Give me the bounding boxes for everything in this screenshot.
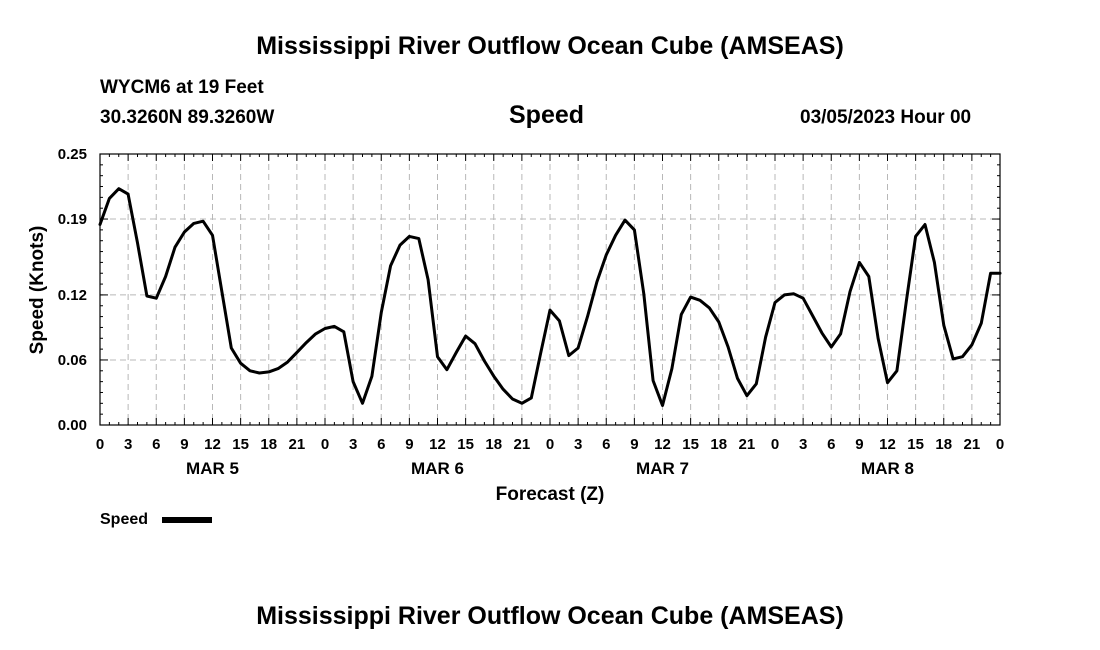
x-tick-label: 9 xyxy=(405,436,413,453)
y-axis-label: Speed (Knots) xyxy=(27,226,48,355)
x-tick-label: 6 xyxy=(602,436,610,453)
x-tick-label: 21 xyxy=(289,436,306,453)
series-layer xyxy=(98,187,1002,407)
x-tick-label: 15 xyxy=(682,436,699,453)
day-label: MAR 8 xyxy=(861,459,914,478)
y-tick-label: 0.06 xyxy=(58,352,87,369)
speed-series-line xyxy=(98,187,1002,407)
x-tick-label: 12 xyxy=(879,436,896,453)
x-tick-label: 15 xyxy=(907,436,924,453)
x-tick-label: 0 xyxy=(96,436,104,453)
chart-grid xyxy=(100,154,1000,425)
y-tick-label: 0.00 xyxy=(58,417,87,434)
day-label: MAR 7 xyxy=(636,459,689,478)
x-tick-label: 3 xyxy=(124,436,132,453)
x-tick-label: 12 xyxy=(204,436,221,453)
x-tick-label: 6 xyxy=(377,436,385,453)
x-tick-label: 3 xyxy=(574,436,582,453)
x-tick-label: 15 xyxy=(232,436,249,453)
x-tick-label: 18 xyxy=(935,436,952,453)
x-tick-label: 9 xyxy=(855,436,863,453)
x-tick-label: 9 xyxy=(180,436,188,453)
x-tick-label: 0 xyxy=(771,436,779,453)
x-tick-label: 0 xyxy=(321,436,329,453)
x-tick-label: 6 xyxy=(152,436,160,453)
x-tick-label: 9 xyxy=(630,436,638,453)
x-tick-label: 18 xyxy=(485,436,502,453)
axis-tick-labels: 0 3 6 9 12 15 18 21 0 3 6 9 12 15 18 21 0 3 6 9 12 15 18 21 0 3 6 9… xyxy=(58,146,1004,478)
legend-label: Speed xyxy=(100,511,148,528)
chart-title: Mississippi River Outflow Ocean Cube (AM… xyxy=(256,32,844,60)
x-tick-label: 3 xyxy=(349,436,357,453)
y-tick-label: 0.25 xyxy=(58,146,87,163)
x-tick-label: 21 xyxy=(739,436,756,453)
x-tick-label: 12 xyxy=(654,436,671,453)
x-tick-label: 3 xyxy=(799,436,807,453)
x-tick-label: 12 xyxy=(429,436,446,453)
x-tick-label: 0 xyxy=(546,436,554,453)
x-tick-label: 15 xyxy=(457,436,474,453)
station-label: WYCM6 at 19 Feet xyxy=(100,77,264,98)
footer-title: Mississippi River Outflow Ocean Cube (AM… xyxy=(256,602,844,630)
x-tick-label: 21 xyxy=(514,436,531,453)
x-tick-label: 21 xyxy=(964,436,981,453)
coordinates-label: 30.3260N 89.3260W xyxy=(100,107,275,128)
x-axis-label: Forecast (Z) xyxy=(496,484,605,505)
y-tick-label: 0.12 xyxy=(58,287,87,304)
x-tick-label: 18 xyxy=(260,436,277,453)
legend-swatch xyxy=(162,517,212,523)
run-time-label: 03/05/2023 Hour 00 xyxy=(800,107,972,128)
panel-title: Speed xyxy=(509,101,585,129)
day-label: MAR 5 xyxy=(186,459,239,478)
axis-ticks xyxy=(99,153,1001,426)
x-tick-label: 18 xyxy=(710,436,727,453)
x-tick-label: 0 xyxy=(996,436,1004,453)
day-label: MAR 6 xyxy=(411,459,464,478)
y-tick-label: 0.19 xyxy=(58,211,87,228)
x-tick-label: 6 xyxy=(827,436,835,453)
